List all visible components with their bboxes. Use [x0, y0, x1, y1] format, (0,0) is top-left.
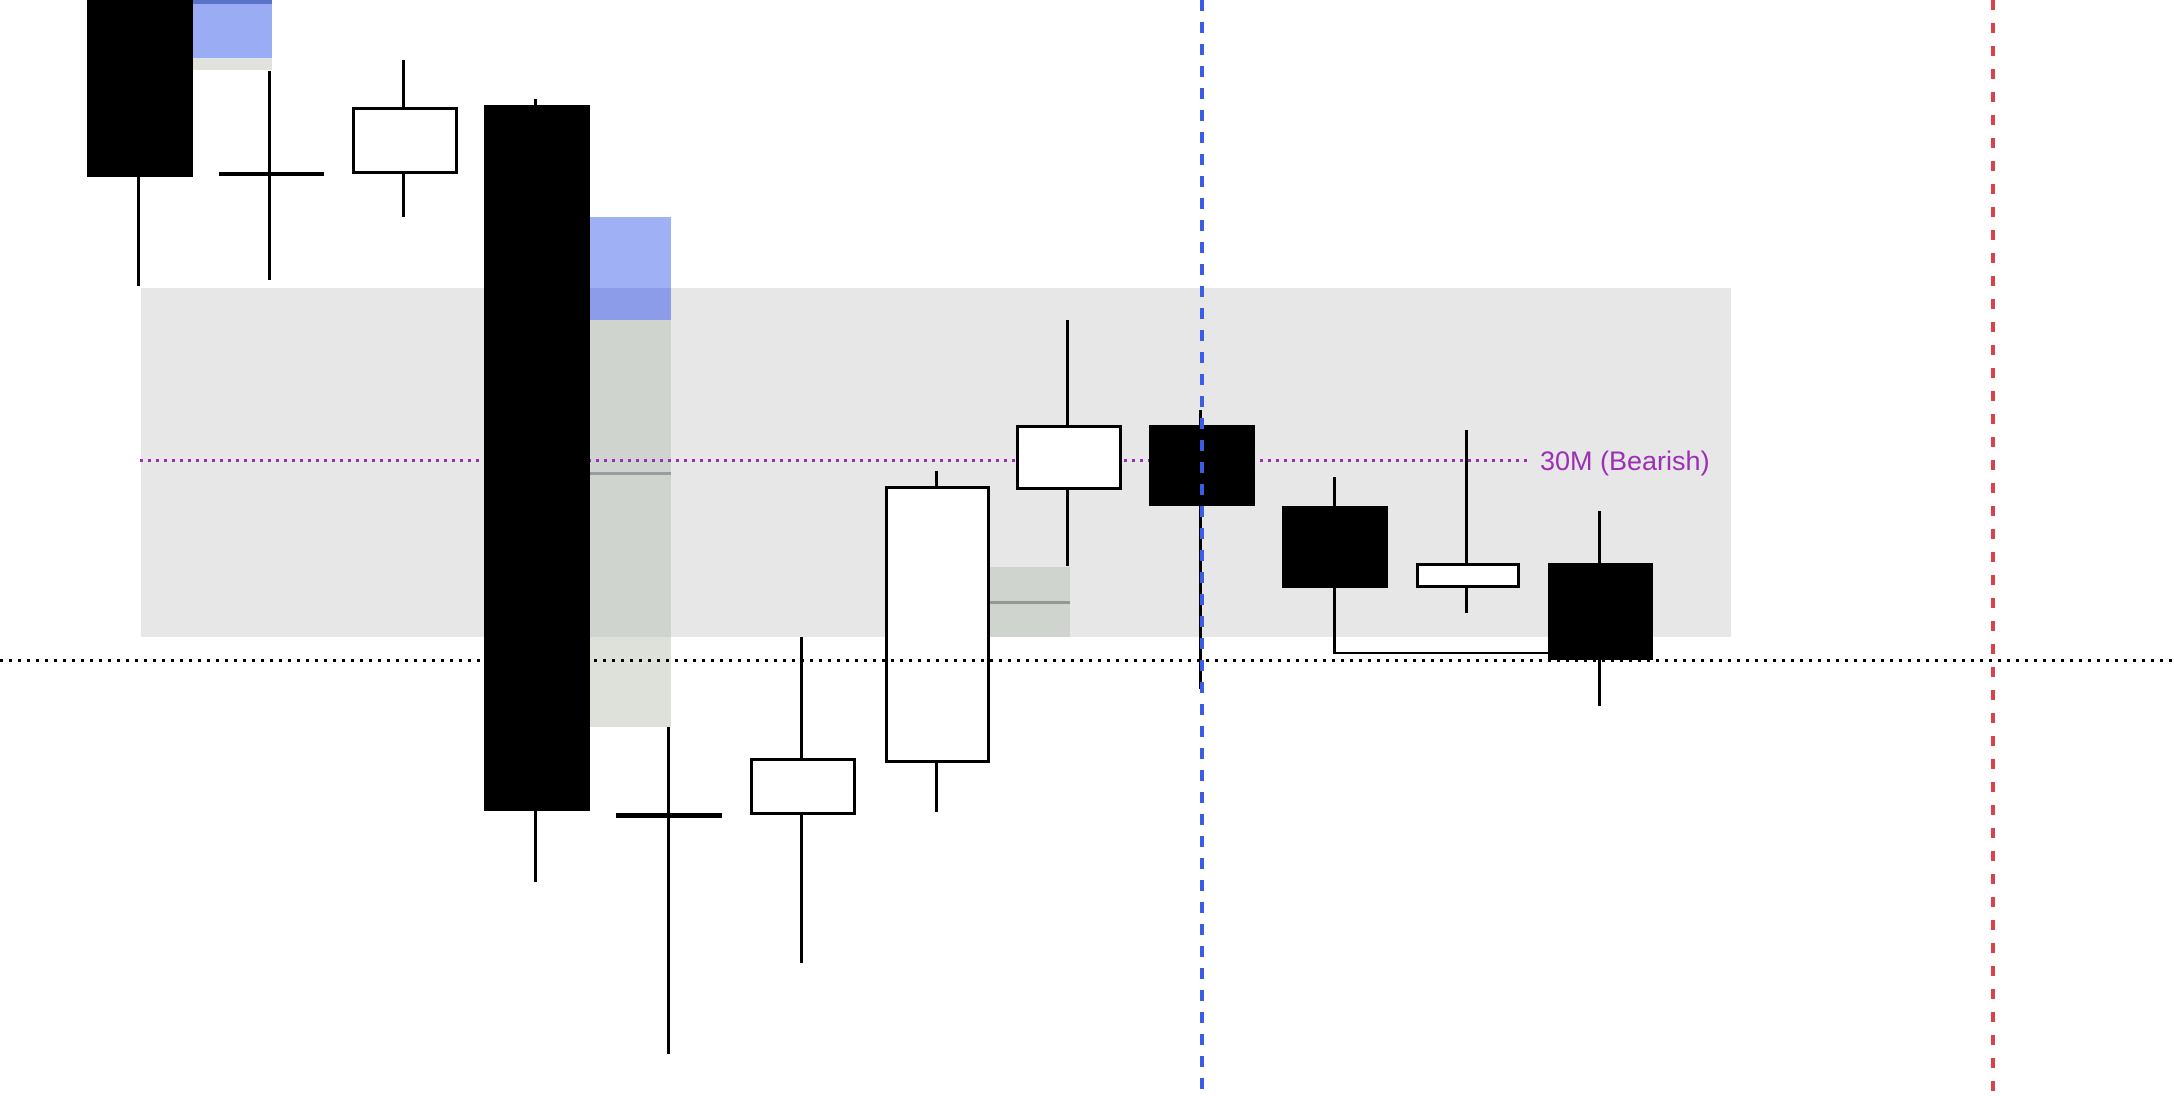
minor-zone-midline: [990, 601, 1070, 604]
low-connector-line: [1336, 652, 1548, 654]
candle-4-upper-wick[interactable]: [534, 99, 537, 105]
candle-10-body[interactable]: [1282, 506, 1388, 588]
candle-8-body[interactable]: [1016, 425, 1122, 490]
candle-10-lower-wick[interactable]: [1332, 588, 1336, 654]
timeframe-alert-label: 30M (Bearish): [1540, 446, 1710, 476]
demand-column-lower: [590, 637, 671, 727]
candle-1-body[interactable]: [87, 0, 193, 177]
candle-5-open-close-bar[interactable]: [616, 813, 722, 818]
candle-5-wick[interactable]: [667, 727, 670, 1054]
candle-2-open-close-bar[interactable]: [219, 172, 324, 176]
candle-3-body[interactable]: [352, 107, 458, 174]
candle-11-lower-wick[interactable]: [1465, 588, 1468, 613]
candle-10-upper-wick[interactable]: [1332, 477, 1336, 506]
key-level-line: [0, 659, 2174, 662]
candle-11-body[interactable]: [1416, 563, 1520, 588]
fvg-box-1: [193, 4, 272, 58]
candle-12-upper-wick[interactable]: [1597, 511, 1601, 563]
fvg-box-2-upper: [590, 217, 671, 288]
candle-12-body[interactable]: [1548, 563, 1653, 660]
candle-8-upper-wick[interactable]: [1066, 320, 1069, 425]
session-divider-blue: [1200, 0, 1204, 1096]
candle-4-lower-wick[interactable]: [534, 811, 537, 882]
candle-7-body[interactable]: [885, 486, 990, 763]
candle-3-lower-wick[interactable]: [402, 174, 405, 217]
fvg-box-1-top-border: [193, 0, 272, 4]
candle-3-upper-wick[interactable]: [402, 60, 405, 107]
candle-12-lower-wick[interactable]: [1597, 660, 1601, 706]
demand-column-upper: [590, 320, 671, 637]
candle-6-body[interactable]: [750, 758, 856, 815]
demand-column-midline: [590, 472, 671, 475]
candle-7-upper-wick[interactable]: [934, 471, 938, 486]
candle-1-lower-wick[interactable]: [137, 177, 140, 286]
candle-6-upper-wick[interactable]: [800, 637, 803, 758]
candle-11-upper-wick[interactable]: [1465, 430, 1468, 563]
candle-4-body[interactable]: [484, 105, 590, 811]
fvg-box-2-lower: [590, 288, 671, 320]
candle-8-lower-wick[interactable]: [1066, 490, 1069, 566]
candle-7-lower-wick[interactable]: [934, 763, 938, 812]
session-divider-red: [1991, 0, 1995, 1096]
timeframe-alert-line: [140, 459, 1528, 462]
candle-6-lower-wick[interactable]: [800, 815, 803, 963]
fvg-box-1-gap-strip: [193, 58, 272, 70]
